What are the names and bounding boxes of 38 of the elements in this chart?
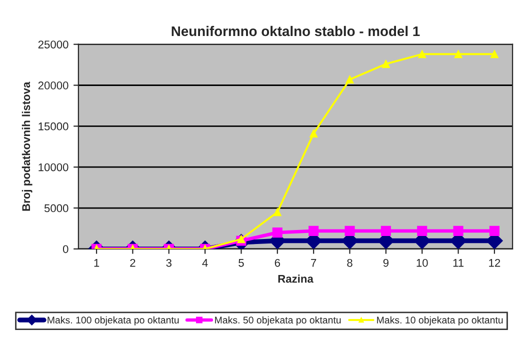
point [418, 50, 426, 58]
point [382, 60, 390, 68]
x-tick-label: 7 [311, 259, 316, 267]
legend-label: Maks. 50 objekata po oktantu [215, 316, 341, 326]
y-tick-label: 0 [62, 245, 68, 254]
x-tick-label: 12 [489, 258, 500, 267]
x-axis-title: Razina [278, 274, 314, 283]
point [454, 50, 462, 58]
x-tick-label: 11 [453, 259, 464, 267]
x-tick-label: 5 [238, 259, 244, 267]
y-axis-title: Broj podatkovnih listova [22, 82, 32, 211]
x-tick-label: 6 [274, 258, 280, 267]
point [273, 208, 282, 216]
point [308, 226, 319, 236]
point [310, 130, 318, 138]
point [346, 76, 354, 84]
y-tick-label: 20000 [38, 82, 68, 90]
y-tick-label: 25000 [38, 40, 68, 48]
legend-label: Maks. 10 objekata po oktantu [377, 316, 503, 326]
point [272, 228, 282, 238]
x-tick-label: 9 [383, 258, 388, 267]
y-tick-label: 10000 [38, 163, 68, 172]
point [453, 226, 464, 236]
x-tick-label: 1 [94, 259, 100, 267]
chart-title: Neuniformno oktalno stablo - model 1 [172, 26, 420, 36]
x-tick-label: 2 [130, 258, 136, 267]
x-tick-label: 3 [166, 258, 172, 267]
legend-label: Maks. 100 objekata po oktantu [48, 316, 179, 326]
y-tick-label: 5000 [44, 204, 68, 212]
point [489, 226, 500, 236]
point [417, 226, 428, 236]
x-tick-label: 10 [416, 258, 428, 267]
x-tick-label: 8 [347, 258, 352, 267]
x-tick-label: 4 [202, 259, 208, 267]
point [490, 50, 498, 58]
y-tick-label: 15000 [38, 122, 68, 130]
point [380, 226, 391, 236]
point [344, 226, 355, 236]
